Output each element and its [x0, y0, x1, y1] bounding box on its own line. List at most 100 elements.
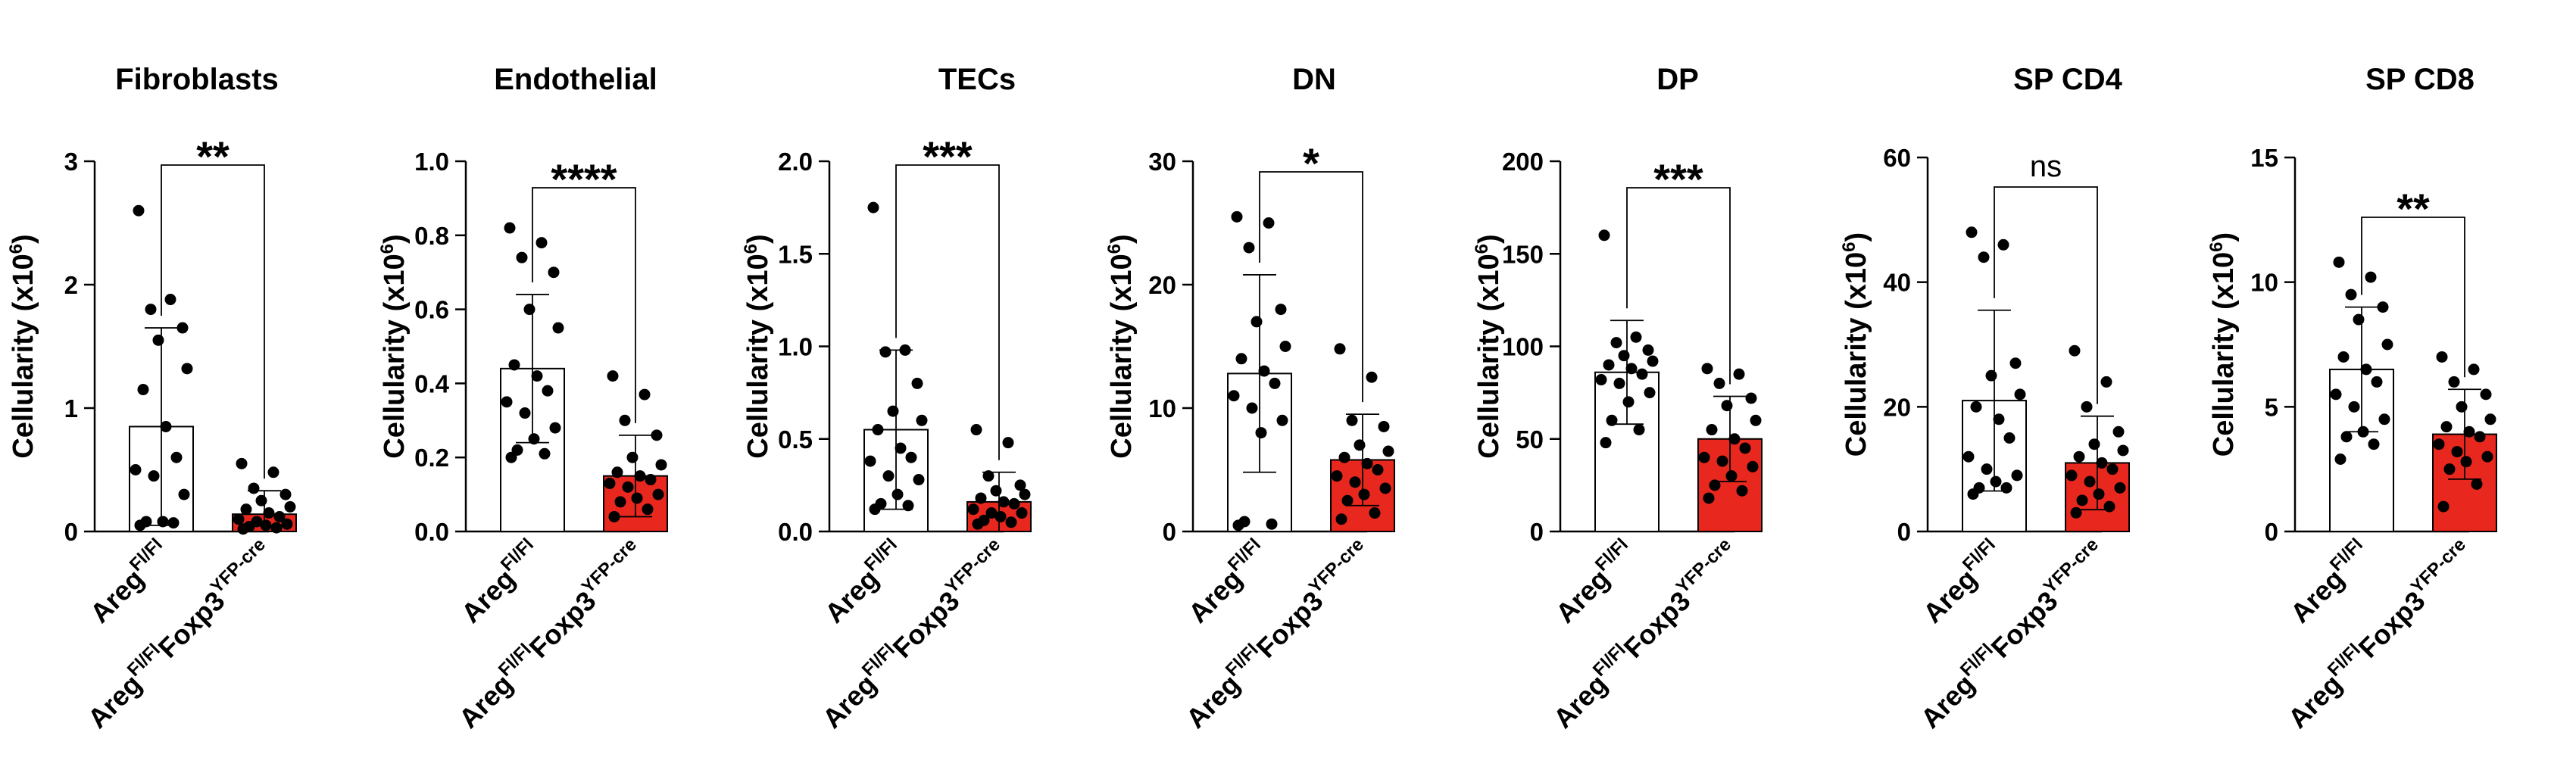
data-point — [1625, 363, 1638, 375]
data-point — [134, 519, 146, 531]
data-point — [1613, 377, 1625, 389]
data-point — [652, 488, 664, 500]
data-point — [1750, 414, 1762, 426]
data-point — [1235, 353, 1247, 365]
data-point — [994, 510, 1007, 522]
data-point — [2096, 457, 2108, 469]
data-point — [504, 222, 516, 234]
data-point — [2100, 376, 2112, 388]
data-point — [867, 201, 879, 214]
data-point — [982, 470, 994, 482]
data-point — [1019, 488, 1031, 500]
data-point — [133, 204, 145, 217]
y-axis-label: Cellularity (x106) — [1839, 232, 1872, 457]
data-point — [1713, 377, 1725, 389]
y-axis-label-text: Cellularity (x10 — [742, 254, 774, 458]
y-tick-label: 0.5 — [778, 425, 813, 454]
y-tick-label: 30 — [1148, 148, 1176, 176]
data-point — [1725, 470, 1738, 482]
data-point — [619, 414, 631, 426]
data-point — [916, 414, 928, 426]
data-point — [549, 422, 561, 434]
data-point — [2481, 450, 2493, 463]
data-point — [248, 482, 260, 494]
data-point — [167, 517, 180, 529]
data-point — [882, 470, 895, 482]
chart-title: TECs — [938, 63, 1016, 96]
y-axis-label-text: Cellularity (x10 — [8, 254, 39, 458]
data-point — [985, 507, 998, 519]
data-point — [1008, 497, 1020, 510]
data-point — [1361, 457, 1373, 469]
data-point — [2334, 453, 2347, 465]
data-point — [2436, 351, 2448, 363]
data-point — [2093, 488, 2105, 500]
data-point — [237, 523, 249, 535]
data-point — [528, 433, 540, 445]
y-tick-label: 0.4 — [414, 369, 450, 397]
y-tick-label: 15 — [2250, 144, 2278, 172]
y-tick-label: 10 — [2250, 269, 2278, 297]
data-point — [990, 485, 1002, 497]
data-point — [1275, 304, 1287, 316]
significance-label: **** — [551, 155, 617, 203]
y-tick-label: 40 — [1883, 269, 1911, 297]
data-point — [611, 466, 623, 478]
panel-5: SP CD4 Cellularity (x106) 0 20 40 60 ns AregFl/… — [1839, 63, 2130, 734]
data-point — [2065, 469, 2078, 482]
data-point — [270, 522, 283, 534]
data-point — [2463, 425, 2475, 438]
data-point — [1231, 210, 1243, 223]
data-point — [1014, 479, 1026, 491]
data-point — [970, 424, 982, 436]
data-point — [2448, 376, 2460, 388]
data-point — [2381, 338, 2393, 351]
y-axis-label-text: Cellularity (x10 — [379, 254, 411, 458]
y-tick-label: 0.0 — [778, 518, 813, 546]
significance-label: ** — [2396, 185, 2430, 232]
data-point — [1366, 371, 1378, 383]
data-point — [273, 510, 286, 522]
data-point — [1970, 401, 1982, 413]
data-point — [2081, 401, 2093, 413]
category-label: AregFl/Fl — [2282, 535, 2377, 629]
data-point — [1603, 359, 1615, 371]
panel-4: DP Cellularity (x106) 0 50 100 150 200 *** AregF… — [1472, 63, 1763, 734]
data-point — [1016, 507, 1028, 519]
data-point — [1232, 519, 1244, 531]
data-point — [1739, 442, 1751, 454]
data-point — [2076, 494, 2088, 507]
chart-title: DN — [1292, 63, 1336, 96]
chart-title: SP CD8 — [2365, 63, 2475, 96]
data-point — [626, 451, 639, 463]
data-point — [1701, 363, 1713, 375]
y-axis-label-end: ) — [8, 234, 39, 244]
data-point — [2368, 438, 2380, 450]
chart-title: Fibroblasts — [115, 63, 279, 96]
category-mid: Foxp3 — [1985, 585, 2064, 664]
data-point — [2069, 344, 2081, 357]
data-point — [284, 500, 296, 513]
data-point — [2484, 413, 2496, 425]
data-point — [152, 334, 164, 346]
y-axis-label: Cellularity (x106) — [377, 234, 411, 458]
data-point — [642, 503, 654, 516]
data-point — [2480, 388, 2492, 401]
y-tick-label: 2 — [64, 271, 78, 299]
category-label: AregFl/Fl — [1547, 535, 1642, 629]
y-tick-label: 50 — [1516, 425, 1544, 454]
y-tick-label: 2.0 — [778, 148, 813, 176]
data-point — [535, 237, 548, 249]
y-tick-label: 1.0 — [778, 333, 813, 361]
y-axis-label-text: Cellularity (x10 — [1473, 254, 1505, 458]
data-point — [899, 344, 911, 356]
category-superscript-2: YFP-cre — [2407, 535, 2470, 597]
y-tick-label: 1.5 — [778, 240, 813, 268]
y-axis-label-superscript: 6 — [1104, 244, 1125, 254]
data-point — [2345, 288, 2357, 301]
data-point — [1379, 482, 1391, 494]
y-tick-label: 0 — [1897, 518, 1911, 546]
data-point — [608, 510, 620, 522]
data-point — [1962, 450, 1975, 463]
